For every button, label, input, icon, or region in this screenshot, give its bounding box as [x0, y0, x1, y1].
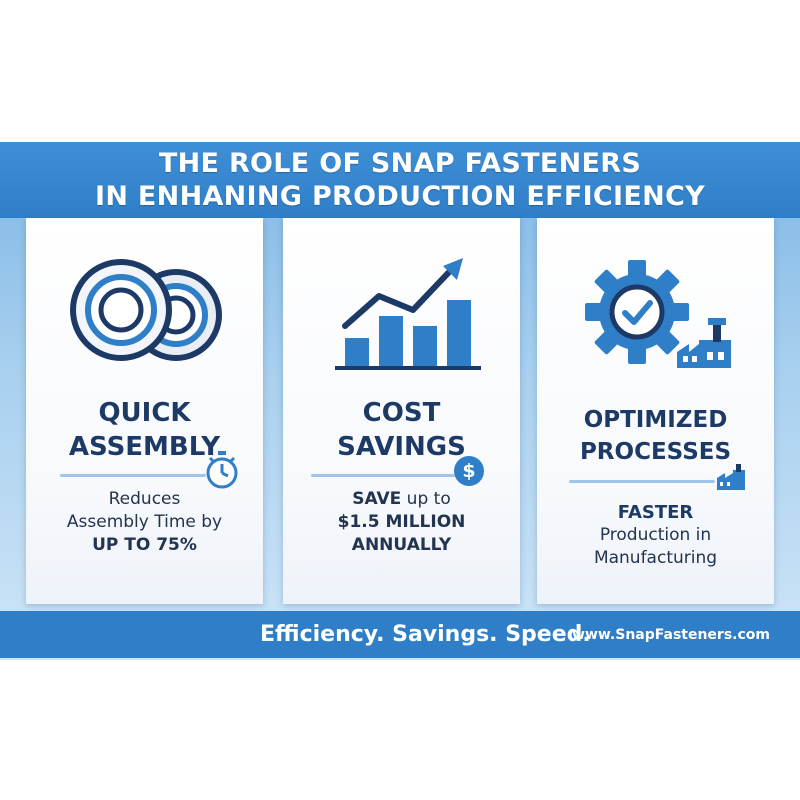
card-title: COST SAVINGS [283, 396, 520, 464]
desc-line: Assembly Time by [66, 512, 223, 532]
desc-save-rest: up to [401, 489, 451, 509]
dollar-coin-icon: $ [454, 456, 484, 486]
card-title: OPTIMIZED PROCESSES [537, 404, 774, 468]
growth-chart-icon [283, 240, 520, 390]
factory-icon [717, 464, 745, 490]
title-line: OPTIMIZED [583, 407, 728, 433]
desc-line: Manufacturing [593, 548, 718, 568]
card-description: SAVE up to $1.5 MILLION ANNUALLY [283, 488, 520, 557]
headline-line-1: THE ROLE OF SNAP FASTENERS [158, 148, 642, 179]
factory-icon [677, 318, 731, 368]
card-quick-assembly: QUICK ASSEMBLY Reduces Assembly Time by … [26, 218, 263, 604]
desc-line: Production in [599, 525, 712, 545]
header-bar: THE ROLE OF SNAP FASTENERS IN ENHANING P… [0, 142, 800, 218]
title-line: QUICK [98, 398, 191, 428]
desc-save-bold: SAVE [352, 489, 402, 509]
snap-fastener-icon [26, 240, 263, 390]
divider [60, 474, 206, 477]
tagline: Efficiency. Savings. Speed. [260, 622, 591, 647]
card-cost-savings: COST SAVINGS $ SAVE up to $1.5 MILLION A… [283, 218, 520, 604]
dollar-symbol: $ [462, 460, 476, 482]
desc-emphasis: $1.5 MILLION [337, 512, 466, 532]
headline-line-2: IN ENHANING PRODUCTION EFFICIENCY [94, 181, 706, 212]
divider [569, 480, 715, 483]
desc-emphasis: FASTER [617, 502, 694, 523]
title-line: COST [362, 398, 441, 428]
divider [311, 474, 455, 477]
gear-check-icon [537, 240, 774, 390]
website-link[interactable]: www.SnapFasteners.com [572, 627, 770, 643]
title-line: ASSEMBLY [68, 432, 221, 462]
title-line: PROCESSES [579, 439, 732, 465]
desc-line: Reduces [108, 489, 181, 509]
card-optimized-processes: OPTIMIZED PROCESSES FASTER Production in… [537, 218, 774, 604]
desc-line: SAVE up to [283, 488, 520, 511]
title-line: SAVINGS [337, 432, 466, 462]
card-description: FASTER Production in Manufacturing [537, 501, 774, 570]
desc-emphasis: ANNUALLY [351, 535, 452, 555]
footer-bar: Efficiency. Savings. Speed. www.SnapFast… [0, 611, 800, 658]
card-title: QUICK ASSEMBLY [26, 396, 263, 464]
card-description: Reduces Assembly Time by UP TO 75% [26, 488, 263, 557]
desc-emphasis: UP TO 75% [92, 535, 197, 555]
stopwatch-icon [206, 451, 238, 489]
